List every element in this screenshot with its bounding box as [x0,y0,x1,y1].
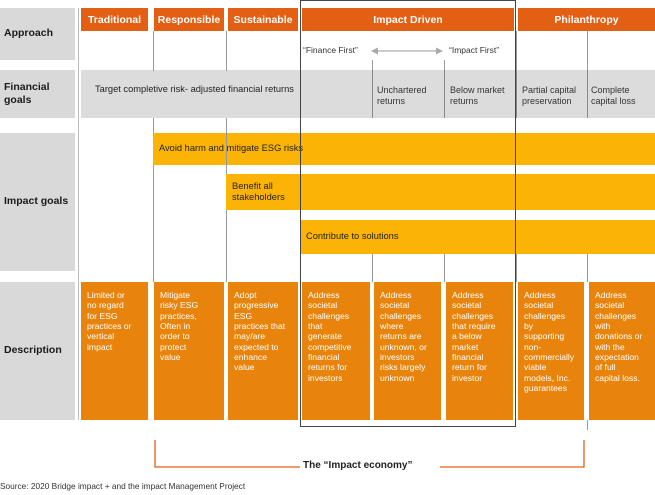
spectrum-double-arrow [371,47,443,55]
divider-line [226,210,227,282]
divider-line [78,8,79,420]
financial-goals-band [81,70,655,118]
financial-target-text: Target completive risk- adjusted financi… [95,84,294,94]
description-traditional: Limited or no regard for ESG practices o… [81,282,148,420]
divider-line [587,70,588,118]
financial-complete-loss-text: Complete capital loss [591,85,636,106]
divider-line [372,70,373,118]
divider-line [153,31,154,71]
divider-line [516,31,517,71]
impact-economy-bracket [154,440,585,468]
row-label-impact-goals: Impact goals [0,133,75,271]
financial-below-market-text: Below market returns [450,85,505,106]
impact-bar-benefit-stakeholders: Benefit all stakeholders [226,174,655,210]
impact-driven-highlight-box [300,0,516,427]
description-impact-below-market: Address societal challenges that require… [446,282,513,420]
divider-line [153,165,154,282]
divider-line [587,420,588,430]
header-impact-driven: Impact Driven [302,8,514,31]
divider-line [226,31,227,71]
header-traditional: Traditional [81,8,148,31]
finance-first-label: “Finance First” [303,45,358,55]
divider-line [444,60,445,70]
impact-first-label: “Impact First” [449,45,500,55]
description-responsible: Mitigate risky ESG practices, Often in o… [154,282,224,420]
divider-line [587,254,588,282]
row-label-description: Description [0,282,75,420]
divider-line [226,118,227,174]
impact-economy-label: The “Impact economy” [303,460,413,471]
description-impact-unknown: Address societal challenges where return… [374,282,441,420]
header-philanthropy: Philanthropy [518,8,655,31]
description-impact-competitive: Address societal challenges that generat… [302,282,370,420]
financial-unchartered-text: Unchartered returns [377,85,427,106]
source-note: Source: 2020 Bridge impact + and the imp… [0,481,246,491]
divider-line [444,70,445,118]
financial-partial-text: Partial capital preservation [522,85,577,106]
divider-line [587,31,588,71]
impact-bar-contribute: Contribute to solutions [300,220,655,254]
description-philanthropy-donations: Address societal challenges with donatio… [589,282,655,420]
row-label-financial-goals: Financial goals [0,70,75,118]
description-philanthropy-guarantees: Address societal challenges by supportin… [518,282,584,420]
divider-line [516,70,517,118]
row-label-approach: Approach [0,8,75,60]
divider-line [153,118,154,133]
divider-line [372,254,373,282]
impact-bar-avoid-harm: Avoid harm and mitigate ESG risks [153,133,655,165]
divider-line [516,254,517,282]
header-sustainable: Sustainable [228,8,298,31]
description-sustainable: Adopt progressive ESG practices that may… [228,282,298,420]
divider-line [444,254,445,282]
divider-line [372,60,373,70]
header-responsible: Responsible [154,8,224,31]
